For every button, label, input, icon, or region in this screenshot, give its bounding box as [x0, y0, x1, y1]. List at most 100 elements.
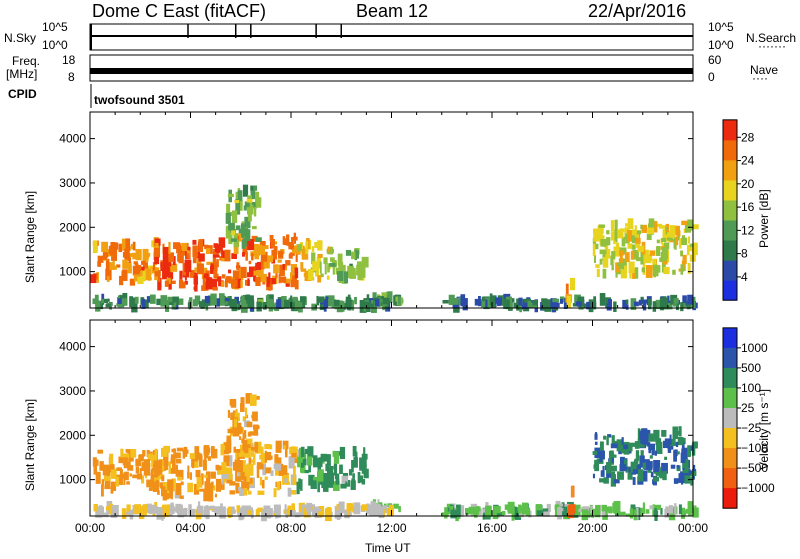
- echo-cell: [675, 441, 679, 448]
- echo-cell: [240, 300, 248, 313]
- echo-cell: [649, 250, 656, 256]
- echo-cell: [362, 455, 367, 468]
- echo-cell: [496, 512, 504, 516]
- echo-cell: [300, 268, 307, 272]
- echo-cell: [92, 298, 97, 305]
- echo-cell: [262, 463, 267, 476]
- colorbar-segment: [723, 139, 737, 161]
- echo-cell: [569, 277, 576, 291]
- echo-cell: [623, 444, 629, 450]
- echo-cell: [619, 250, 623, 264]
- echo-cell: [297, 300, 303, 313]
- echo-cell: [205, 471, 211, 484]
- echo-cell: [110, 486, 114, 494]
- echo-cell: [184, 280, 188, 285]
- echo-cell: [255, 442, 259, 453]
- echo-cell: [351, 251, 356, 260]
- echo-cell: [237, 454, 240, 463]
- echo-cell: [352, 473, 355, 479]
- colorbar-segment: [723, 407, 737, 429]
- echo-cell: [210, 265, 215, 274]
- echo-cell: [245, 251, 248, 261]
- echo-cell: [167, 479, 174, 491]
- echo-cell: [662, 297, 669, 308]
- echo-cell: [103, 298, 109, 303]
- colorbar-tick-label: −500: [741, 461, 768, 475]
- echo-cell: [228, 222, 235, 231]
- echo-cell: [112, 481, 117, 491]
- echo-cell: [159, 469, 163, 475]
- echo-cell: [668, 509, 676, 521]
- echo-cell: [141, 475, 145, 484]
- echo-cell: [154, 477, 160, 482]
- echo-cell: [247, 299, 251, 307]
- echo-cell: [220, 503, 223, 515]
- echo-cell: [685, 469, 691, 477]
- echo-cell: [210, 471, 216, 479]
- echo-cell: [294, 301, 301, 310]
- echo-cell: [680, 264, 684, 275]
- echo-cell: [221, 507, 225, 516]
- echo-cell: [613, 501, 621, 514]
- echo-cell: [368, 511, 374, 515]
- echo-cell: [477, 505, 480, 515]
- echo-cell: [602, 257, 609, 268]
- colorbar-tick-label: 28: [741, 130, 755, 144]
- colorbar-tick-label: 24: [741, 154, 755, 168]
- echo-cell: [307, 509, 312, 516]
- echo-cell: [161, 504, 168, 514]
- echo-cell: [687, 445, 694, 451]
- echo-cell: [639, 455, 645, 468]
- y-tick-label: 1000: [59, 473, 86, 487]
- echo-cell: [135, 458, 141, 467]
- echo-cell: [675, 236, 679, 246]
- echo-cell: [631, 229, 636, 236]
- echo-cell: [273, 304, 277, 310]
- echo-cell: [503, 299, 510, 309]
- echo-cell: [632, 477, 636, 485]
- echo-cell: [687, 501, 693, 514]
- echo-cell: [239, 403, 245, 412]
- echo-cell: [665, 506, 670, 518]
- echo-cell: [315, 264, 319, 277]
- echo-cell: [108, 245, 116, 255]
- echo-cell: [138, 264, 142, 274]
- echo-cell: [627, 472, 633, 480]
- echo-cell: [662, 471, 667, 481]
- echo-cell: [171, 280, 176, 285]
- echo-cell: [157, 490, 160, 495]
- echo-cell: [139, 467, 142, 475]
- echo-cell: [643, 255, 648, 263]
- echo-cell: [246, 421, 253, 428]
- echo-cell: [168, 512, 173, 517]
- echo-cell: [226, 276, 232, 283]
- echo-cell: [348, 510, 352, 516]
- echo-cell: [97, 255, 104, 263]
- colorbar-segment: [723, 387, 737, 409]
- echo-cell: [118, 243, 123, 253]
- y-tick-label: 2000: [59, 428, 86, 442]
- echo-cell: [154, 448, 158, 459]
- velocity-y-axis-label: Slant Range [km]: [23, 399, 37, 491]
- echo-cell: [95, 510, 103, 518]
- echo-cell: [244, 407, 248, 418]
- echo-cell: [117, 298, 124, 304]
- echo-cell: [139, 271, 143, 277]
- echo-cell: [634, 441, 640, 449]
- echo-cell: [229, 296, 232, 309]
- power-y-ticks: 1000 2000 3000 4000: [59, 132, 693, 279]
- echo-cell: [320, 453, 328, 462]
- echo-cell: [189, 270, 196, 278]
- echo-cell: [610, 231, 617, 241]
- echo-cell: [218, 280, 224, 287]
- echo-cell: [192, 299, 198, 307]
- echo-cell: [598, 224, 605, 228]
- echo-cell: [167, 300, 173, 306]
- echo-cell: [234, 199, 240, 204]
- colorbar-segment: [723, 179, 737, 201]
- echo-cell: [125, 449, 133, 453]
- echo-cell: [151, 481, 158, 489]
- echo-cell: [116, 467, 122, 471]
- echo-cell: [607, 434, 612, 438]
- colorbar-segment: [723, 347, 737, 369]
